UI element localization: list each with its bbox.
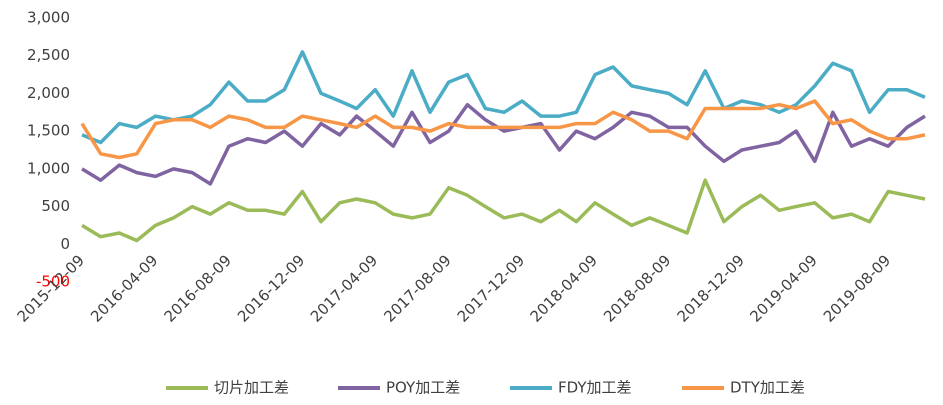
y-tick-label: 1,500 <box>27 122 70 140</box>
x-tick-label: 2017-04-09 <box>307 251 381 325</box>
y-tick-label: 3,000 <box>27 9 70 27</box>
y-tick-label: 2,000 <box>27 84 70 102</box>
legend-label: 切片加工差 <box>214 379 289 397</box>
x-tick-label: 2018-04-09 <box>527 251 601 325</box>
y-tick-label: 2,500 <box>27 46 70 64</box>
x-tick-label: 2015-12-09 <box>14 251 88 325</box>
x-tick-label: 2019-04-09 <box>746 251 820 325</box>
x-tick-label: 2016-12-09 <box>234 251 308 325</box>
x-tick-label: 2018-08-09 <box>600 251 674 325</box>
x-tick-label: 2019-08-09 <box>820 251 894 325</box>
legend-label: DTY加工差 <box>730 379 805 397</box>
x-tick-label: 2016-04-09 <box>87 251 161 325</box>
series-line <box>81 50 926 145</box>
y-tick-label: 0 <box>60 235 70 253</box>
y-tick-label: 500 <box>41 197 70 215</box>
legend-label: FDY加工差 <box>558 379 632 397</box>
legend-label: POY加工差 <box>386 379 460 397</box>
series-line <box>81 178 926 243</box>
x-tick-label: 2017-12-09 <box>454 251 528 325</box>
series-line <box>81 102 926 186</box>
x-tick-label: 2018-12-09 <box>674 251 748 325</box>
x-tick-label: 2017-08-09 <box>380 251 454 325</box>
y-tick-label: -500 <box>36 273 70 291</box>
series-line <box>80 99 926 160</box>
x-tick-label: 2016-08-09 <box>161 251 235 325</box>
y-tick-label: 1,000 <box>27 159 70 177</box>
